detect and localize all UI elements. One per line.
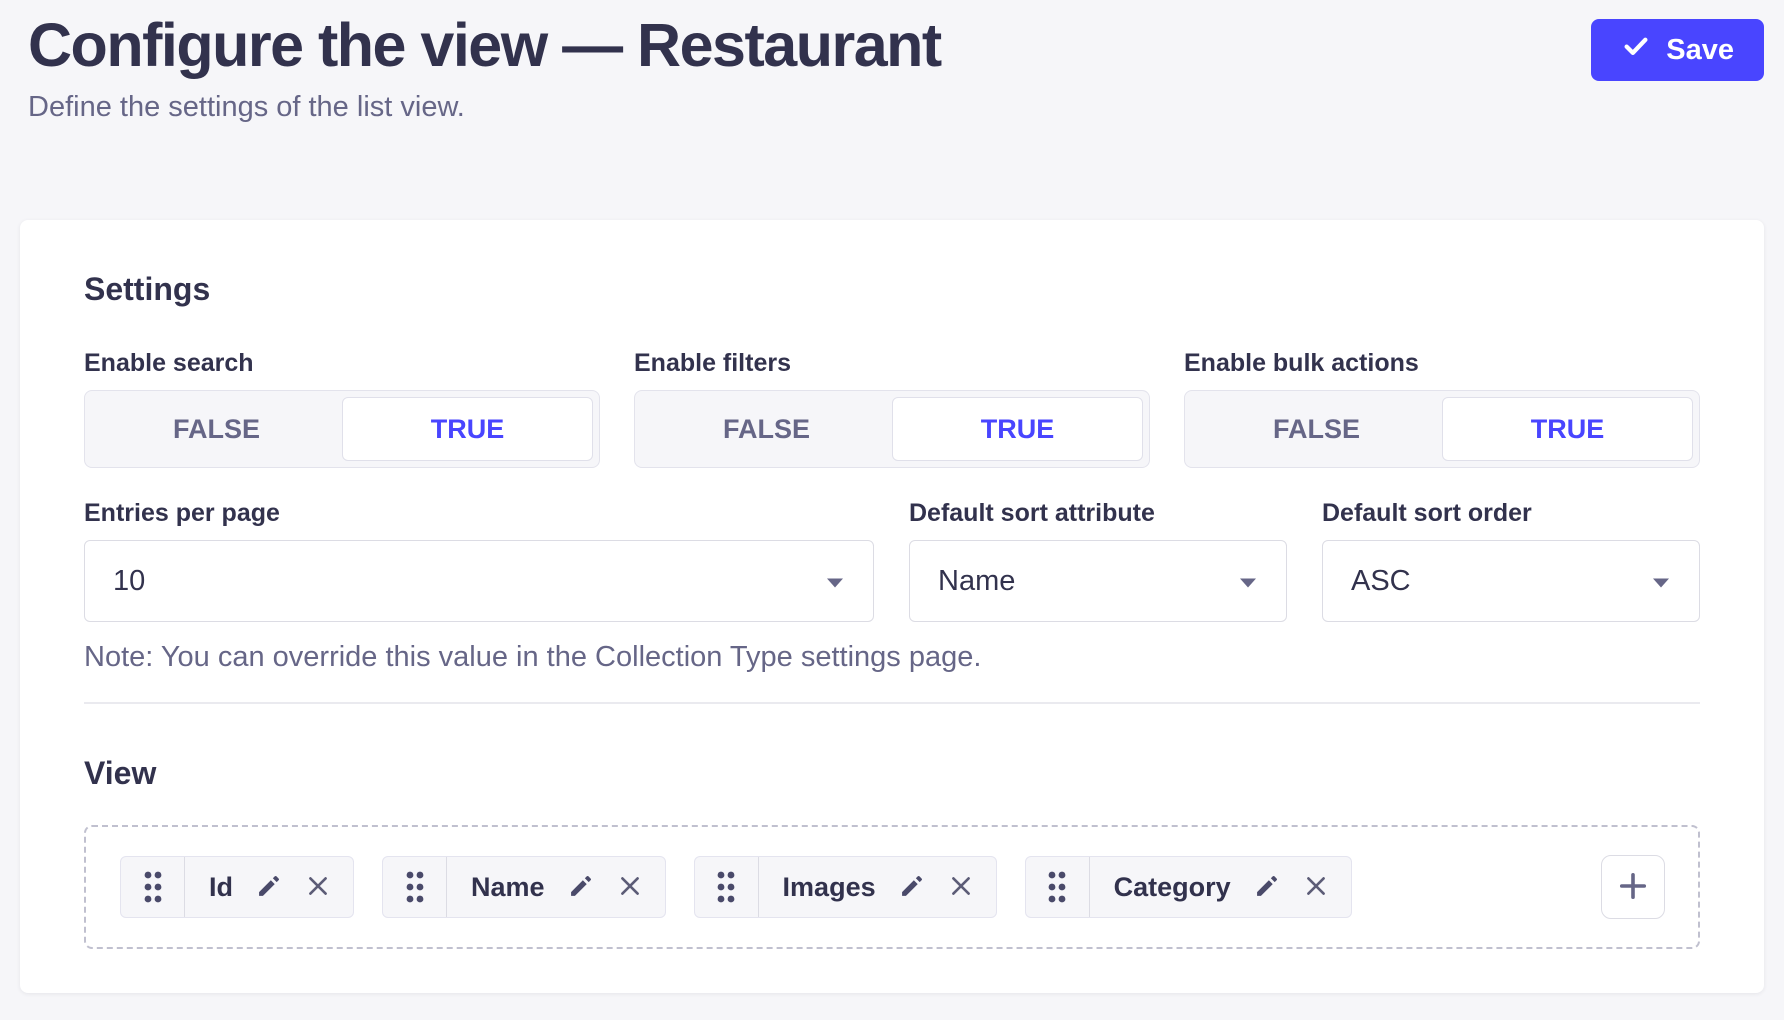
enable-bulk-actions-field: Enable bulk actions FALSE TRUE — [1184, 348, 1700, 468]
settings-card: Settings Enable search FALSE TRUE Enable… — [20, 220, 1764, 993]
default-sort-attribute-field: Default sort attribute Name — [909, 498, 1287, 622]
enable-filters-label: Enable filters — [634, 349, 791, 377]
pencil-icon — [255, 872, 283, 903]
enable-search-field: Enable search FALSE TRUE — [84, 348, 600, 468]
default-sort-attribute-value: Name — [938, 564, 1016, 597]
enable-filters-toggle: FALSE TRUE — [634, 390, 1150, 468]
remove-field-button[interactable] — [1303, 873, 1329, 902]
view-fields-container: Id Name — [84, 825, 1700, 949]
chevron-down-icon — [825, 565, 845, 598]
close-icon — [617, 873, 643, 902]
field-chip-label: Images — [782, 871, 876, 902]
default-sort-attribute-label: Default sort attribute — [909, 499, 1155, 527]
chevron-down-icon — [1651, 565, 1671, 598]
pencil-icon — [567, 872, 595, 903]
entries-per-page-select[interactable]: 10 — [84, 540, 874, 622]
entries-per-page-field: Entries per page 10 — [84, 498, 874, 622]
enable-filters-field: Enable filters FALSE TRUE — [634, 348, 1150, 468]
default-sort-order-field: Default sort order ASC — [1322, 498, 1700, 622]
page-title: Configure the view — Restaurant — [28, 11, 942, 79]
field-chip-label: Category — [1113, 871, 1231, 902]
remove-field-button[interactable] — [305, 873, 331, 902]
field-chip-label: Name — [471, 871, 545, 902]
view-section-heading: View — [84, 755, 157, 791]
field-chip-images: Images — [693, 856, 997, 918]
edit-field-button[interactable] — [255, 872, 283, 903]
field-chip-label: Id — [209, 871, 233, 902]
chevron-down-icon — [1238, 565, 1258, 598]
enable-bulk-actions-true-option[interactable]: TRUE — [1442, 397, 1693, 461]
section-divider — [84, 702, 1700, 704]
entries-per-page-label: Entries per page — [84, 499, 280, 527]
page-subtitle: Define the settings of the list view. — [28, 91, 465, 123]
field-chip-category: Category — [1024, 856, 1352, 918]
default-sort-attribute-select[interactable]: Name — [909, 540, 1287, 622]
edit-field-button[interactable] — [898, 872, 926, 903]
check-icon — [1621, 31, 1651, 69]
enable-filters-false-option[interactable]: FALSE — [641, 397, 892, 461]
close-icon — [1303, 873, 1329, 902]
enable-bulk-actions-toggle: FALSE TRUE — [1184, 390, 1700, 468]
add-field-button[interactable] — [1601, 855, 1665, 919]
save-button[interactable]: Save — [1591, 19, 1764, 81]
page-header: Configure the view — Restaurant Define t… — [0, 0, 1784, 220]
default-sort-order-select[interactable]: ASC — [1322, 540, 1700, 622]
enable-search-true-option[interactable]: TRUE — [342, 397, 593, 461]
default-sort-order-value: ASC — [1351, 564, 1411, 597]
close-icon — [305, 873, 331, 902]
plus-icon — [1615, 868, 1651, 907]
remove-field-button[interactable] — [617, 873, 643, 902]
selects-row: Entries per page 10 Default sort attribu… — [84, 498, 1700, 622]
enable-search-false-option[interactable]: FALSE — [91, 397, 342, 461]
entries-per-page-note: Note: You can override this value in the… — [84, 641, 982, 673]
edit-field-button[interactable] — [567, 872, 595, 903]
field-chip-id: Id — [120, 856, 354, 918]
drag-handle-icon[interactable] — [1026, 857, 1090, 917]
default-sort-order-label: Default sort order — [1322, 499, 1532, 527]
close-icon — [948, 873, 974, 902]
field-chip-name: Name — [382, 856, 666, 918]
enable-filters-true-option[interactable]: TRUE — [892, 397, 1143, 461]
enable-bulk-actions-false-option[interactable]: FALSE — [1191, 397, 1442, 461]
save-button-label: Save — [1666, 33, 1734, 66]
pencil-icon — [1253, 872, 1281, 903]
toggles-row: Enable search FALSE TRUE Enable filters … — [84, 348, 1700, 468]
settings-section-heading: Settings — [84, 271, 211, 307]
enable-search-label: Enable search — [84, 349, 254, 377]
drag-handle-icon[interactable] — [695, 857, 759, 917]
entries-per-page-value: 10 — [113, 564, 146, 597]
remove-field-button[interactable] — [948, 873, 974, 902]
edit-field-button[interactable] — [1253, 872, 1281, 903]
enable-search-toggle: FALSE TRUE — [84, 390, 600, 468]
enable-bulk-actions-label: Enable bulk actions — [1184, 349, 1419, 377]
pencil-icon — [898, 872, 926, 903]
drag-handle-icon[interactable] — [383, 857, 447, 917]
drag-handle-icon[interactable] — [121, 857, 185, 917]
